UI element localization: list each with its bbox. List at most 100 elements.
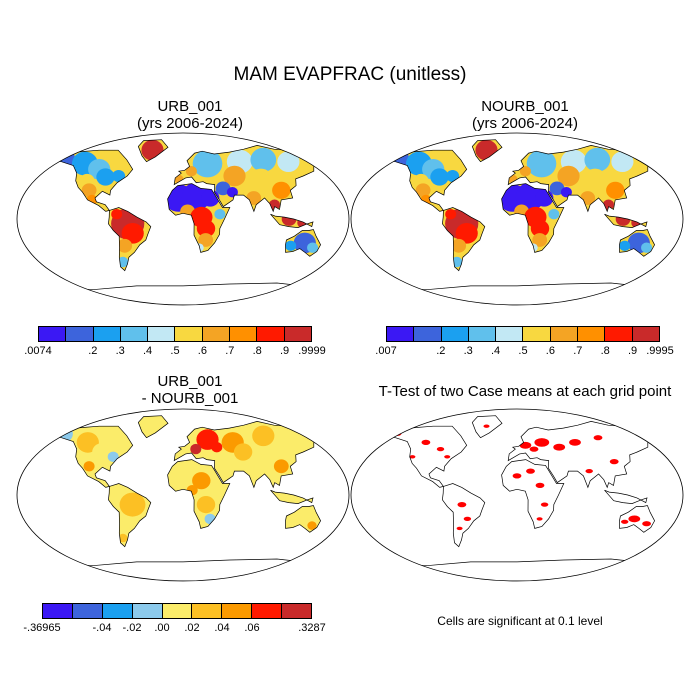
colorbar-nourb-label: .6 bbox=[545, 345, 555, 357]
map-field-patch bbox=[415, 183, 431, 198]
colorbar-nourb-swatch bbox=[387, 327, 415, 341]
colorbar-nourb-label: .7 bbox=[573, 345, 583, 357]
map-field-patch bbox=[233, 443, 253, 461]
colorbar-nourb-label: .9995 bbox=[646, 345, 674, 357]
map-field-patch bbox=[619, 240, 631, 251]
colorbar-urb-label: .5 bbox=[170, 345, 180, 357]
map-field-patch bbox=[606, 181, 625, 199]
map-field-patch bbox=[280, 431, 299, 449]
colorbar-urb-swatch bbox=[257, 327, 285, 341]
map-field-patch bbox=[557, 165, 580, 187]
map-field-patch bbox=[214, 209, 226, 220]
map-field-patch bbox=[583, 168, 607, 190]
colorbar-urb-swatch bbox=[66, 327, 94, 341]
panel-ttest-title: T-Test of two Case means at each grid po… bbox=[378, 383, 672, 400]
colorbar-diff-label: .06 bbox=[244, 622, 260, 634]
colorbar-urb-label: .7 bbox=[225, 345, 235, 357]
map-field-patch bbox=[192, 472, 211, 490]
map-field-patch bbox=[249, 168, 273, 190]
map-field-patch bbox=[83, 461, 95, 472]
colorbar-diff-label: .3287 bbox=[298, 622, 326, 634]
map-field-patch bbox=[297, 217, 309, 228]
map-field-patch bbox=[196, 220, 216, 238]
panel-nourb-title: NOURB_001 (yrs 2006-2024) bbox=[375, 98, 675, 132]
colorbar-urb-label: .3 bbox=[115, 345, 125, 357]
map-field-patch bbox=[121, 223, 144, 244]
colorbar-nourb-labels: .007 .2 .3 .4 .5 .6 .7 .8 .9 .9995 bbox=[375, 345, 673, 359]
panel-diff-title: URB_001 - NOURB_001 bbox=[40, 373, 340, 407]
map-field-patch bbox=[226, 187, 238, 198]
panel-diff-title-line2: - NOURB_001 bbox=[141, 390, 239, 407]
colorbar-diff-swatch bbox=[132, 604, 163, 618]
colorbar-nourb-swatch bbox=[550, 327, 579, 341]
map-field-patch bbox=[445, 209, 457, 220]
map-field-patch bbox=[185, 166, 197, 177]
map-field-patch bbox=[76, 432, 99, 453]
colorbar-diff-label: -.36965 bbox=[23, 622, 61, 634]
map-field-patch bbox=[198, 233, 214, 247]
colorbar-diff-swatch bbox=[43, 604, 73, 618]
colorbar-nourb-swatch bbox=[441, 327, 469, 341]
colorbar-diff-labels: -.36965 -.04 -.02 .00 .02 .04 .06 .3287 bbox=[23, 622, 325, 636]
map-field-patch bbox=[526, 149, 557, 178]
colorbar-diff-swatch bbox=[162, 604, 193, 618]
map-field-patch bbox=[250, 147, 277, 172]
colorbar-nourb-label: .4 bbox=[491, 345, 501, 357]
map-field-patch bbox=[549, 181, 565, 196]
colorbar-urb-swatch bbox=[284, 327, 311, 341]
colorbar-nourb-label: .8 bbox=[600, 345, 610, 357]
map-field-patch bbox=[215, 181, 231, 196]
map-field-patch bbox=[611, 151, 634, 172]
map-field-patch bbox=[119, 492, 146, 517]
panel-urb-title: URB_001 (yrs 2006-2024) bbox=[40, 98, 340, 132]
colorbar-urb-label: .9 bbox=[280, 345, 290, 357]
map-field-patch bbox=[285, 240, 297, 251]
map-field-patch bbox=[584, 147, 611, 172]
map-field-patch bbox=[204, 513, 216, 525]
colorbar-nourb-swatch bbox=[468, 327, 497, 341]
colorbar-diff-swatch bbox=[222, 604, 253, 618]
map-field-patch bbox=[641, 242, 653, 253]
map-field-patch bbox=[307, 521, 317, 530]
colorbar-diff-label: .02 bbox=[184, 622, 200, 634]
map-field-patch bbox=[446, 170, 460, 182]
map-field-patch bbox=[475, 139, 498, 161]
map-field-patch bbox=[277, 151, 300, 172]
map-field-patch bbox=[560, 187, 572, 198]
colorbar-urb-labels: .0074 .2 .3 .4 .5 .6 .7 .8 .9 .9999 bbox=[24, 345, 326, 359]
colorbar-diff-swatch bbox=[192, 604, 223, 618]
colorbar-nourb-label: .007 bbox=[375, 345, 397, 357]
map-field-patch bbox=[196, 496, 216, 514]
colorbar-urb-swatch bbox=[175, 327, 203, 341]
map-field-patch bbox=[96, 168, 115, 186]
colorbar-nourb-swatch bbox=[523, 327, 551, 341]
colorbar-diff-swatch bbox=[72, 604, 103, 618]
colorbar-nourb bbox=[386, 326, 660, 342]
panel-urb-title-line1: URB_001 bbox=[157, 98, 223, 115]
colorbar-diff-label: .04 bbox=[214, 622, 230, 634]
colorbar-urb-label: .2 bbox=[88, 345, 98, 357]
map-field-patch bbox=[272, 181, 291, 199]
colorbar-nourb-swatch bbox=[578, 327, 606, 341]
colorbar-urb-swatch bbox=[93, 327, 121, 341]
colorbar-urb-swatch bbox=[230, 327, 258, 341]
map-field-patch bbox=[211, 442, 223, 453]
map-field-patch bbox=[631, 217, 643, 228]
map-field-patch bbox=[117, 238, 133, 253]
map-field-patch bbox=[107, 451, 119, 462]
map-field-patch bbox=[548, 209, 560, 220]
colorbar-diff-label: -.04 bbox=[92, 622, 112, 634]
map-field-patch bbox=[261, 448, 280, 466]
map-field-patch bbox=[532, 233, 548, 247]
map-field-patch bbox=[141, 139, 164, 161]
map-field-patch bbox=[307, 242, 319, 253]
panel-diff-title-line1: URB_001 bbox=[157, 373, 223, 390]
map-field-patch bbox=[519, 166, 531, 177]
map-diff bbox=[16, 408, 350, 582]
map-field-patch bbox=[171, 460, 195, 482]
panel-urb-title-line2: (yrs 2006-2024) bbox=[137, 115, 243, 132]
colorbar-nourb-swatch bbox=[605, 327, 633, 341]
map-field-patch bbox=[451, 238, 467, 253]
colorbar-nourb-swatch bbox=[632, 327, 659, 341]
colorbar-nourb-label: .5 bbox=[518, 345, 528, 357]
